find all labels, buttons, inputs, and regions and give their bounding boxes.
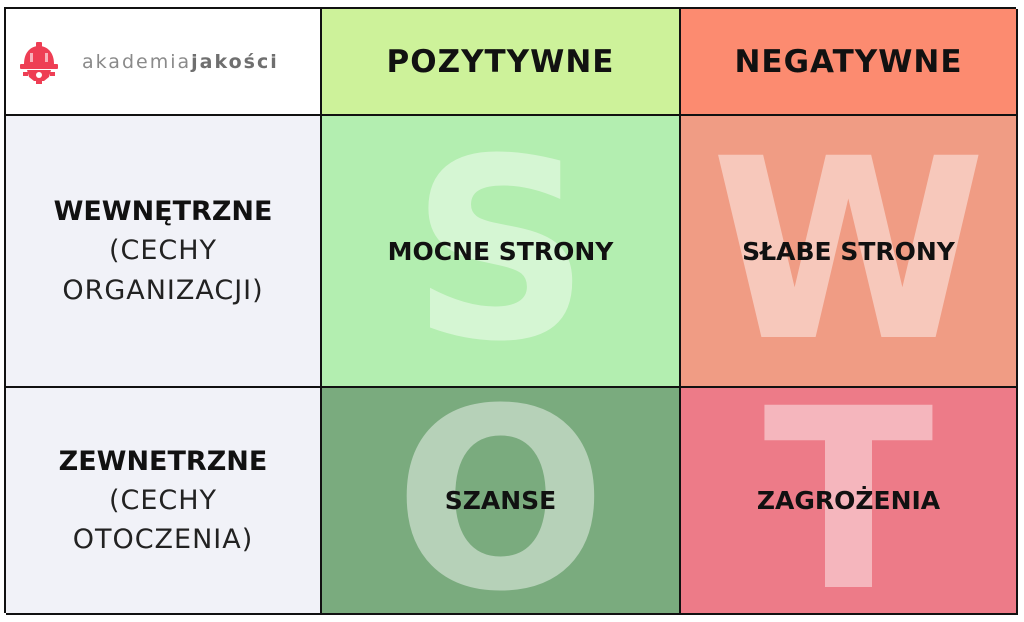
weaknesses-quadrant: W SŁABE STRONY: [681, 116, 1018, 388]
threats-quadrant: T ZAGROŻENIA: [681, 388, 1018, 615]
strengths-label: MOCNE STRONY: [387, 236, 614, 266]
logo: akademiajakości: [16, 39, 279, 85]
swot-matrix: akademiajakości POZYTYWNE NEGATYWNE WEWN…: [4, 7, 1018, 615]
opportunities-letter: O: [394, 388, 607, 615]
opportunities-label: SZANSE: [444, 486, 557, 515]
strengths-letter: S: [410, 116, 591, 388]
threats-label: ZAGROŻENIA: [756, 486, 941, 515]
external-row-sub1: (CECHY: [108, 484, 218, 516]
logo-text-regular: akademia: [82, 50, 192, 73]
negative-header-label: NEGATYWNE: [734, 43, 963, 80]
internal-row-sub2: ORGANIZACJI): [62, 274, 264, 306]
external-row-sub2: OTOCZENIA): [72, 524, 254, 556]
opportunities-quadrant: O SZANSE: [322, 388, 681, 615]
positive-header-label: POZYTYWNE: [386, 43, 615, 80]
logo-text: akademiajakości: [82, 51, 279, 73]
logo-text-bold: jakości: [191, 50, 279, 73]
weaknesses-letter: W: [710, 116, 987, 388]
external-row-title: ZEWNETRZNE: [58, 445, 268, 477]
internal-row-sub1: (CECHY: [108, 235, 218, 267]
weaknesses-label: SŁABE STRONY: [742, 236, 955, 266]
gear-helmet-icon: [20, 41, 58, 84]
negative-header: NEGATYWNE: [681, 9, 1018, 116]
positive-header: POZYTYWNE: [322, 9, 681, 116]
strengths-quadrant: S MOCNE STRONY: [322, 116, 681, 388]
logo-cell: akademiajakości: [6, 9, 322, 116]
threats-letter: T: [763, 388, 934, 615]
internal-row-title: WEWNĘTRZNE: [53, 196, 273, 228]
internal-row-header: WEWNĘTRZNE (CECHY ORGANIZACJI): [6, 116, 322, 388]
external-row-header: ZEWNETRZNE (CECHY OTOCZENIA): [6, 388, 322, 615]
